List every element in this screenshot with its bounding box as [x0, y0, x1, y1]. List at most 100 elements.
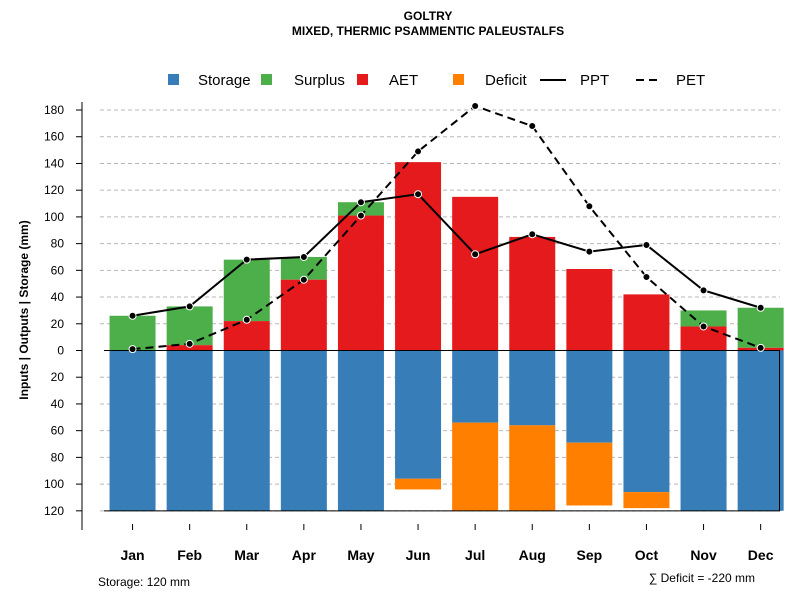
deficit-bar — [623, 492, 670, 509]
legend-label-ppt: PPT — [580, 72, 609, 89]
surplus-bar — [223, 259, 270, 322]
ppt-point — [185, 302, 194, 311]
y-tick-label: 80 — [51, 237, 65, 251]
ppt-point — [242, 255, 251, 264]
x-tick-label: Jul — [465, 547, 485, 563]
storage-bar — [223, 350, 270, 511]
aet-bar — [623, 294, 670, 351]
ppt-point — [699, 286, 708, 295]
aet-bar — [166, 345, 213, 351]
storage-bar — [737, 350, 784, 511]
storage-bar — [337, 350, 384, 511]
legend-label-pet: PET — [676, 72, 705, 89]
y-tick-label: 140 — [44, 156, 64, 170]
chart-title: GOLTRY — [404, 9, 453, 23]
y-tick-label: 20 — [51, 370, 65, 384]
surplus-bar — [737, 307, 784, 348]
ppt-point — [356, 198, 365, 207]
pet-point — [585, 202, 594, 211]
chart-subtitle: MIXED, THERMIC PSAMMENTIC PALEUSTALFS — [292, 24, 564, 38]
y-tick-label: 20 — [51, 317, 65, 331]
pet-point — [299, 275, 308, 284]
x-axis-labels: Jan Feb Mar Apr May Jun Jul Aug Sep Oct Nov Dec — [120, 547, 773, 563]
ppt-point — [585, 247, 594, 256]
legend: Storage Surplus AET Deficit PPT PET — [168, 72, 705, 89]
x-tick-label: May — [347, 547, 374, 563]
ppt-point — [471, 250, 480, 259]
pet-point — [242, 315, 251, 324]
ppt-point — [756, 303, 765, 312]
legend-swatch-deficit — [453, 74, 464, 85]
deficit-bar — [509, 425, 556, 511]
surplus-bar — [280, 256, 327, 280]
legend-label-deficit: Deficit — [485, 72, 528, 89]
deficit-bar — [452, 422, 499, 511]
deficit-bar — [395, 478, 442, 490]
surplus-bar — [680, 310, 727, 327]
surplus-bar — [109, 315, 156, 351]
ppt-point — [528, 230, 537, 239]
pet-point — [642, 273, 651, 282]
ppt-line — [132, 193, 761, 317]
aet-bar — [452, 196, 499, 351]
x-tick-label: Aug — [519, 547, 546, 563]
axes — [76, 102, 780, 530]
legend-label-storage: Storage — [198, 72, 251, 89]
pet-point — [471, 102, 480, 111]
bars — [109, 162, 784, 511]
y-tick-label: 180 — [44, 103, 64, 117]
x-tick-label: Nov — [690, 547, 717, 563]
y-tick-label: 120 — [44, 183, 64, 197]
storage-bar — [623, 350, 670, 493]
aet-bar — [680, 326, 727, 351]
storage-bar — [166, 350, 213, 511]
pet-line — [132, 104, 762, 351]
aet-bar — [337, 215, 384, 351]
y-tick-label: 160 — [44, 130, 64, 144]
pet-point — [185, 339, 194, 348]
ppt-point — [642, 240, 651, 249]
deficit-bar — [566, 442, 613, 506]
storage-bar — [109, 350, 156, 511]
pet-point — [756, 343, 765, 352]
ppt-point — [299, 252, 308, 261]
x-tick-label: Mar — [234, 547, 259, 563]
storage-bar — [452, 350, 499, 423]
storage-bar — [395, 350, 442, 479]
y-tick-label: 60 — [51, 263, 65, 277]
y-tick-label: 0 — [57, 344, 64, 358]
x-tick-label: Feb — [177, 547, 202, 563]
legend-label-aet: AET — [389, 72, 418, 89]
storage-bar — [509, 350, 556, 426]
x-tick-label: Oct — [635, 547, 659, 563]
y-tick-label: 60 — [51, 424, 65, 438]
x-tick-label: Dec — [748, 547, 774, 563]
legend-swatch-storage — [168, 74, 179, 85]
x-tick-label: Apr — [292, 547, 317, 563]
y-tick-label: 100 — [44, 210, 64, 224]
legend-swatch-aet — [357, 74, 368, 85]
storage-bar — [566, 350, 613, 443]
lines — [128, 102, 765, 354]
surplus-bar — [166, 306, 213, 346]
aet-bar — [566, 269, 613, 351]
y-tick-label: 40 — [51, 290, 65, 304]
legend-swatch-surplus — [261, 74, 272, 85]
y-tick-label: 40 — [51, 397, 65, 411]
pet-point — [699, 322, 708, 331]
aet-bar — [223, 321, 270, 351]
aet-bar — [509, 236, 556, 351]
deficit-footnote: ∑ Deficit = -220 mm — [649, 571, 755, 585]
x-tick-label: Jan — [120, 547, 144, 563]
pet-point — [528, 122, 537, 131]
storage-footnote: Storage: 120 mm — [98, 575, 190, 589]
storage-bar — [280, 350, 327, 511]
pet-point — [128, 345, 137, 354]
pet-point — [356, 211, 365, 220]
y-axis-title: Inputs | Outputs | Storage (mm) — [17, 220, 31, 399]
y-tick-label: 120 — [44, 504, 64, 518]
pet-point — [414, 147, 423, 156]
x-tick-label: Sep — [577, 547, 603, 563]
storage-bar — [680, 350, 727, 511]
